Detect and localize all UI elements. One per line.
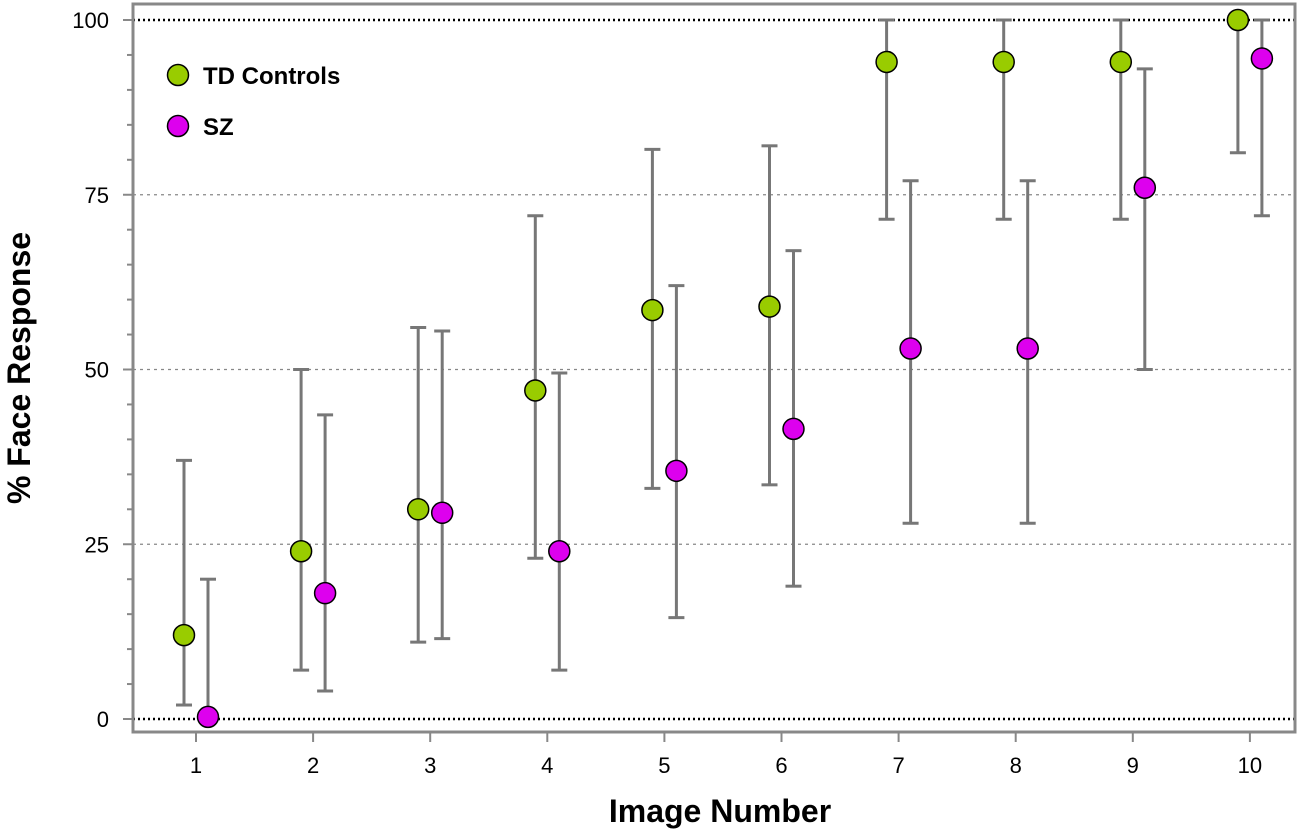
point-sz-3 (430, 501, 454, 525)
point-td-controls-4 (524, 379, 547, 402)
point-td-controls-3 (406, 498, 430, 521)
y-tick-label-25: 25 (85, 532, 109, 557)
y-tick-label-50: 50 (85, 358, 109, 383)
x-axis-title: Image Number (609, 793, 831, 829)
point-sz-6 (782, 417, 805, 441)
grid-layer (133, 18, 1295, 721)
legend-marker-td-controls (166, 63, 190, 87)
point-td-controls-1 (172, 623, 196, 647)
legend: TD Controls SZ (166, 63, 340, 141)
point-sz-8 (1016, 337, 1039, 360)
ticks-layer: 0 25 50 75 100 1 2 3 4 5 6 7 8 9 10 (72, 8, 1262, 778)
legend-label-td-controls: TD Controls (203, 63, 340, 90)
points-layer (172, 8, 1274, 729)
x-tick-label-1: 1 (190, 753, 202, 778)
point-td-controls-8 (992, 50, 1015, 74)
x-tick-label-9: 9 (1127, 753, 1139, 778)
point-td-controls-7 (875, 50, 898, 74)
point-td-controls-6 (758, 295, 781, 318)
point-td-controls-5 (641, 298, 664, 322)
y-tick-label-0: 0 (97, 707, 109, 732)
x-tick-label-5: 5 (658, 753, 670, 778)
point-td-controls-9 (1109, 50, 1133, 74)
x-tick-label-2: 2 (307, 753, 319, 778)
x-tick-label-6: 6 (775, 753, 787, 778)
point-sz-2 (313, 581, 337, 605)
y-tick-label-75: 75 (85, 183, 109, 208)
point-sz-5 (665, 459, 688, 483)
legend-label-sz: SZ (203, 114, 234, 141)
point-sz-9 (1133, 176, 1157, 200)
point-sz-1 (196, 705, 220, 729)
legend-marker-sz (166, 114, 190, 138)
y-axis-title: % Face Response (1, 232, 37, 504)
point-sz-4 (548, 539, 571, 563)
x-tick-label-10: 10 (1238, 753, 1262, 778)
x-tick-label-7: 7 (892, 753, 904, 778)
plot-frame (131, 2, 1297, 734)
point-sz-7 (899, 337, 922, 360)
point-td-controls-2 (289, 539, 313, 563)
x-tick-label-8: 8 (1010, 753, 1022, 778)
y-tick-label-100: 100 (72, 8, 109, 33)
x-tick-label-4: 4 (541, 753, 553, 778)
x-tick-label-3: 3 (424, 753, 436, 778)
point-sz-10 (1250, 47, 1274, 70)
point-td-controls-10 (1226, 8, 1250, 32)
